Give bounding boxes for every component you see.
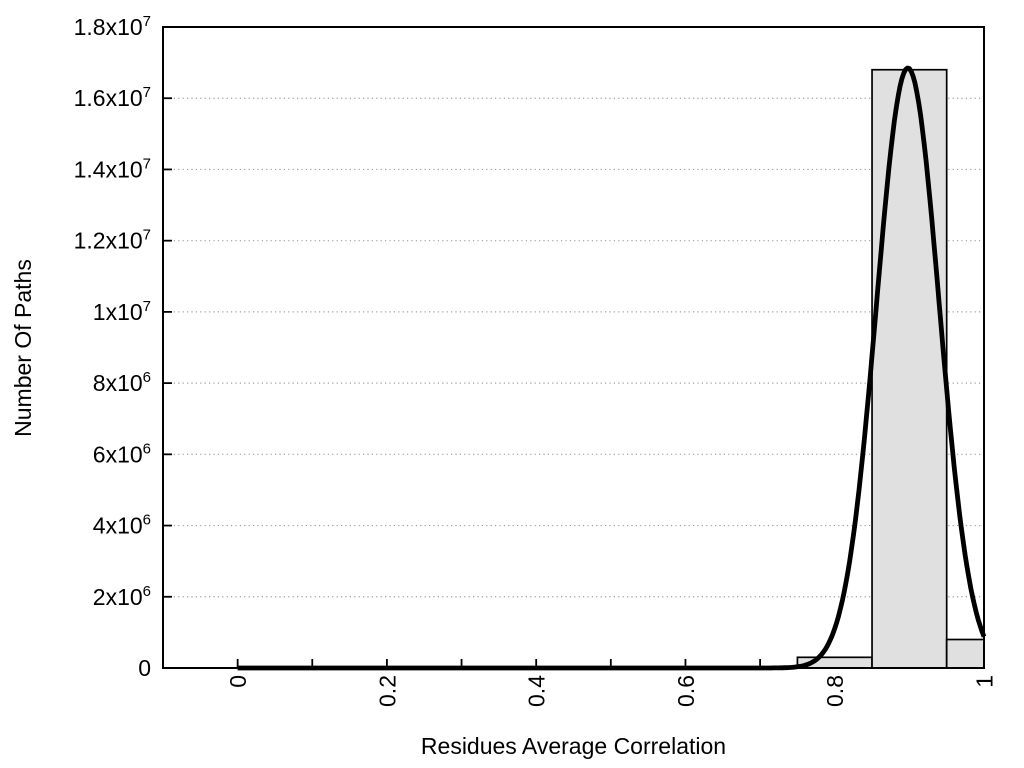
x-tick-label: 0.2 [374,675,400,707]
y-tick-label: 2x106 [93,583,151,610]
x-tick-label: 1 [972,675,998,688]
histogram-bar [871,68,948,669]
histogram-bar [945,638,985,669]
y-tick-label: 1.2x107 [74,227,151,254]
y-tick-label: 1x107 [93,298,151,325]
x-tick-label: 0.8 [822,675,848,707]
x-tick-label: 0.4 [524,675,550,707]
y-axis-title: Number Of Paths [10,259,36,437]
x-axis-title: Residues Average Correlation [420,733,727,759]
x-tick-label: 0 [225,675,251,688]
y-tick-label: 1.8x107 [74,13,151,40]
x-tick-label: 0.6 [673,675,699,707]
y-tick-label: 1.6x107 [74,84,151,111]
y-tick-label: 8x106 [93,369,151,396]
y-tick-label: 1.4x107 [74,155,151,182]
y-tick-label: 0 [138,655,151,681]
y-tick-label: 4x106 [93,512,151,539]
plot-border [162,26,985,669]
y-tick-label: 6x106 [93,440,151,467]
